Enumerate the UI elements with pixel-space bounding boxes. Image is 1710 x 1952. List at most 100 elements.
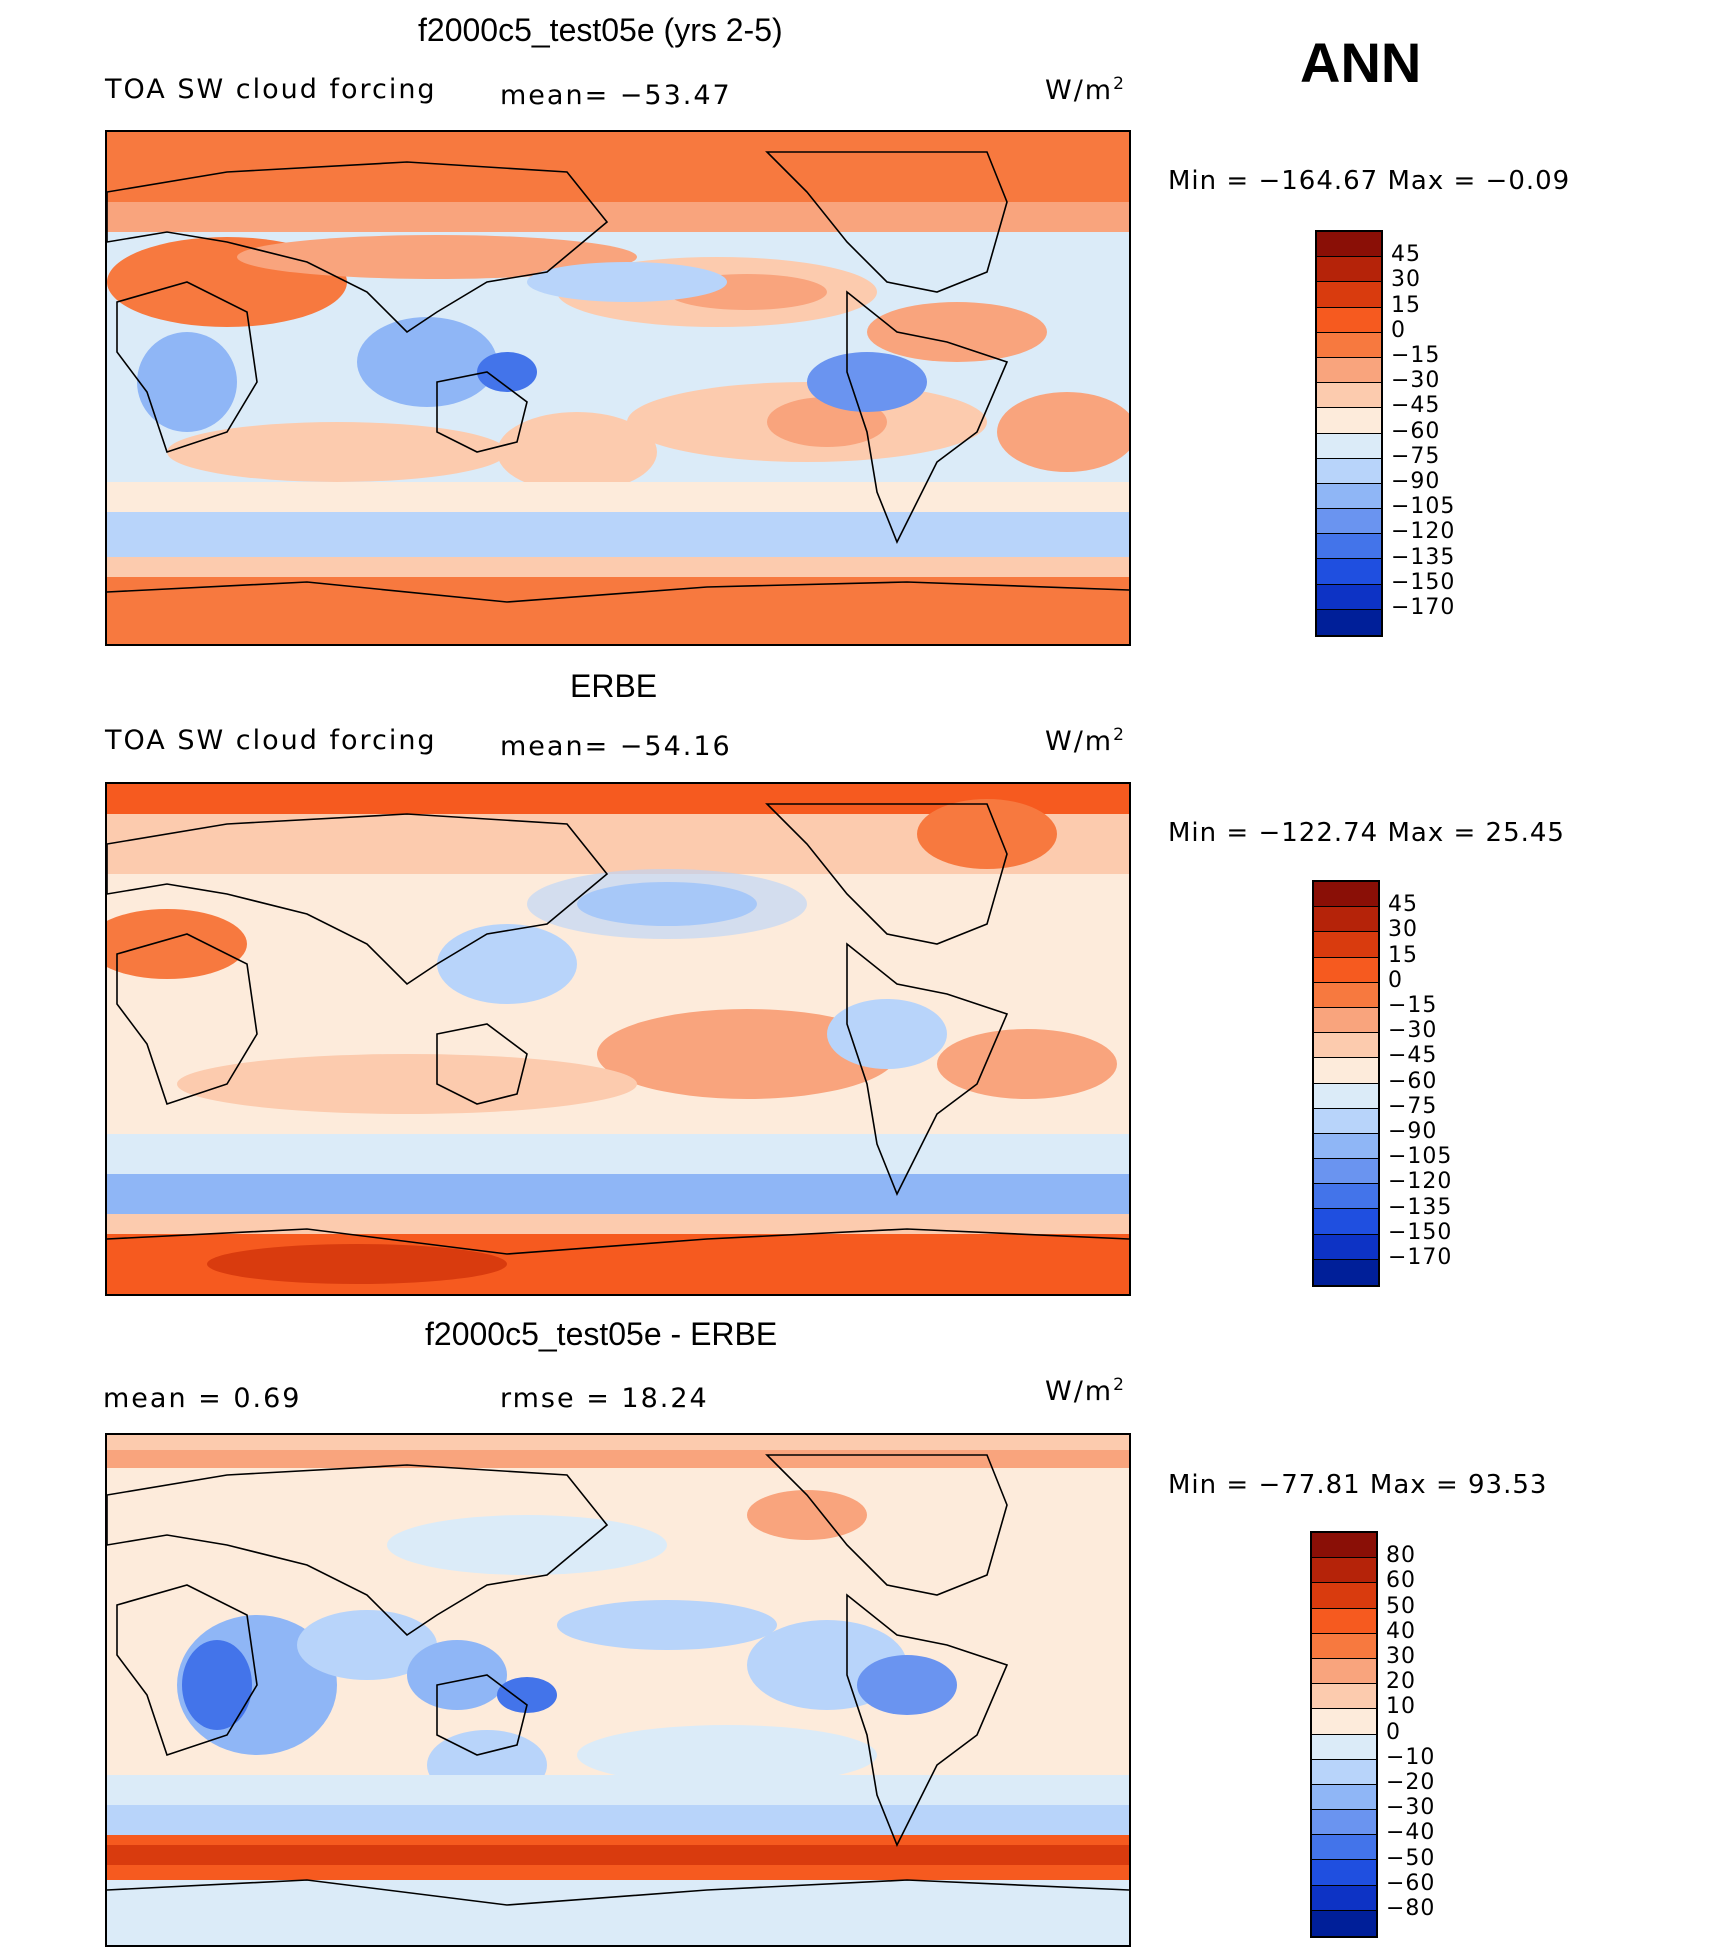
colorbar-swatch: [1317, 559, 1381, 585]
world-map-icon: [107, 132, 1129, 644]
colorbar-tick-label: −135: [1388, 1194, 1453, 1220]
colorbar-tick-label: −30: [1388, 1018, 1438, 1044]
colorbar-swatch: [1317, 509, 1381, 535]
colorbar-swatch: [1317, 584, 1381, 610]
colorbar-swatch: [1314, 1058, 1378, 1084]
colorbar-swatch: [1317, 433, 1381, 459]
panel-2-variable-label: TOA SW cloud forcing: [105, 725, 437, 756]
colorbar-swatch: [1314, 932, 1378, 958]
world-map-icon: [107, 1435, 1129, 1945]
colorbar-tick-label: −170: [1388, 1245, 1453, 1270]
colorbar-swatch: [1317, 609, 1381, 635]
colorbar-swatch: [1317, 307, 1381, 333]
colorbar-tick-label: −135: [1391, 544, 1456, 570]
colorbar-swatch: [1317, 357, 1381, 384]
colorbar-swatch: [1317, 232, 1381, 258]
panel-3-min-max: Min = −77.81 Max = 93.53: [1168, 1470, 1548, 1500]
panel-2-title: ERBE: [570, 668, 658, 704]
colorbar-swatch: [1312, 1910, 1376, 1936]
colorbar-tick-label: −105: [1388, 1144, 1453, 1170]
colorbar-tick-label: −30: [1386, 1795, 1436, 1821]
panel-1-map: [105, 130, 1131, 646]
colorbar-tick-label: 80: [1386, 1543, 1416, 1569]
colorbar-tick-label: 10: [1386, 1694, 1416, 1720]
panel-2-map: [105, 782, 1131, 1296]
colorbar-swatch: [1317, 257, 1381, 283]
colorbar-tick-label: 30: [1391, 267, 1421, 293]
colorbar-swatch: [1317, 408, 1381, 434]
panel-1-min-max: Min = −164.67 Max = −0.09: [1168, 166, 1571, 196]
colorbar-swatch: [1314, 1133, 1378, 1160]
colorbar-swatch: [1312, 1810, 1376, 1836]
colorbar-swatch: [1317, 383, 1381, 409]
colorbar-swatch: [1314, 1108, 1378, 1134]
colorbar-tick-label: −120: [1388, 1169, 1453, 1195]
colorbar-tick-label: −30: [1391, 368, 1441, 394]
colorbar-swatch: [1312, 1558, 1376, 1584]
colorbar-tick-label: −15: [1391, 343, 1441, 368]
colorbar-swatch: [1314, 1159, 1378, 1185]
colorbar-swatch: [1312, 1633, 1376, 1659]
colorbar-tick-label: −60: [1391, 418, 1441, 444]
panel-1-mean-label: mean= −53.47: [500, 80, 732, 111]
colorbar-tick-label: −120: [1391, 519, 1456, 545]
colorbar-swatch: [1312, 1608, 1376, 1634]
colorbar-tick-label: 50: [1386, 1593, 1416, 1619]
world-map-icon: [107, 784, 1129, 1294]
colorbar-swatch: [1312, 1533, 1376, 1559]
colorbar-swatches: [1312, 880, 1380, 1287]
colorbar-tick-label: −90: [1391, 469, 1441, 494]
panel-1-units: W/m2: [1045, 74, 1124, 106]
panel-1-variable-label: TOA SW cloud forcing: [105, 74, 437, 105]
colorbar-tick-label: 15: [1388, 942, 1418, 968]
colorbar-tick-label: 30: [1386, 1644, 1416, 1669]
colorbar-tick-label: −80: [1386, 1896, 1436, 1921]
colorbar-swatches: [1310, 1531, 1378, 1938]
colorbar-tick-label: −90: [1388, 1119, 1438, 1144]
colorbar-swatch: [1312, 1835, 1376, 1861]
colorbar-swatch: [1314, 882, 1378, 908]
panel-2-min-max: Min = −122.74 Max = 25.45: [1168, 818, 1565, 848]
colorbar-tick-label: 20: [1386, 1669, 1416, 1695]
colorbar-swatch: [1314, 1259, 1378, 1285]
panel-1-title: f2000c5_test05e (yrs 2-5): [418, 12, 783, 48]
colorbar-tick-label: −150: [1391, 569, 1456, 595]
colorbar-swatch: [1314, 1184, 1378, 1210]
panel-3-title: f2000c5_test05e - ERBE: [425, 1316, 778, 1352]
colorbar-swatch: [1312, 1684, 1376, 1710]
colorbar-tick-label: −75: [1388, 1093, 1438, 1119]
colorbar-tick-label: −10: [1386, 1744, 1436, 1770]
colorbar-tick-label: 15: [1391, 292, 1421, 318]
colorbar-tick-label: 45: [1388, 892, 1418, 918]
colorbar-swatch: [1312, 1784, 1376, 1811]
colorbar-swatches: [1315, 230, 1383, 637]
colorbar-tick-label: −150: [1388, 1219, 1453, 1245]
colorbar-tick-label: 60: [1386, 1568, 1416, 1594]
colorbar-swatch: [1312, 1734, 1376, 1760]
colorbar-tick-label: −50: [1386, 1845, 1436, 1871]
colorbar-swatch: [1317, 534, 1381, 560]
colorbar-swatch: [1317, 282, 1381, 308]
colorbar-tick-label: −15: [1388, 993, 1438, 1018]
colorbar-tick-label: −75: [1391, 443, 1441, 469]
colorbar-tick-label: −45: [1391, 393, 1441, 419]
colorbar-swatch: [1314, 1033, 1378, 1059]
colorbar-tick-label: 0: [1388, 967, 1403, 993]
colorbar-swatch: [1314, 957, 1378, 983]
colorbar-swatch: [1314, 1234, 1378, 1260]
colorbar-swatch: [1317, 483, 1381, 510]
panel-2-mean-label: mean= −54.16: [500, 731, 732, 762]
panel-3-rmse-label: rmse = 18.24: [500, 1383, 709, 1414]
panel-3-map: [105, 1433, 1131, 1947]
colorbar-tick-label: 40: [1386, 1618, 1416, 1644]
colorbar-swatch: [1312, 1860, 1376, 1886]
colorbar-swatch: [1312, 1583, 1376, 1609]
colorbar-swatch: [1314, 1209, 1378, 1235]
colorbar-tick-label: 45: [1391, 242, 1421, 268]
colorbar-swatch: [1314, 1007, 1378, 1034]
colorbar-swatch: [1314, 982, 1378, 1008]
colorbar-tick-label: −60: [1388, 1068, 1438, 1094]
colorbar-swatch: [1312, 1658, 1376, 1685]
colorbar-tick-label: −170: [1391, 595, 1456, 620]
colorbar-swatch: [1312, 1709, 1376, 1735]
